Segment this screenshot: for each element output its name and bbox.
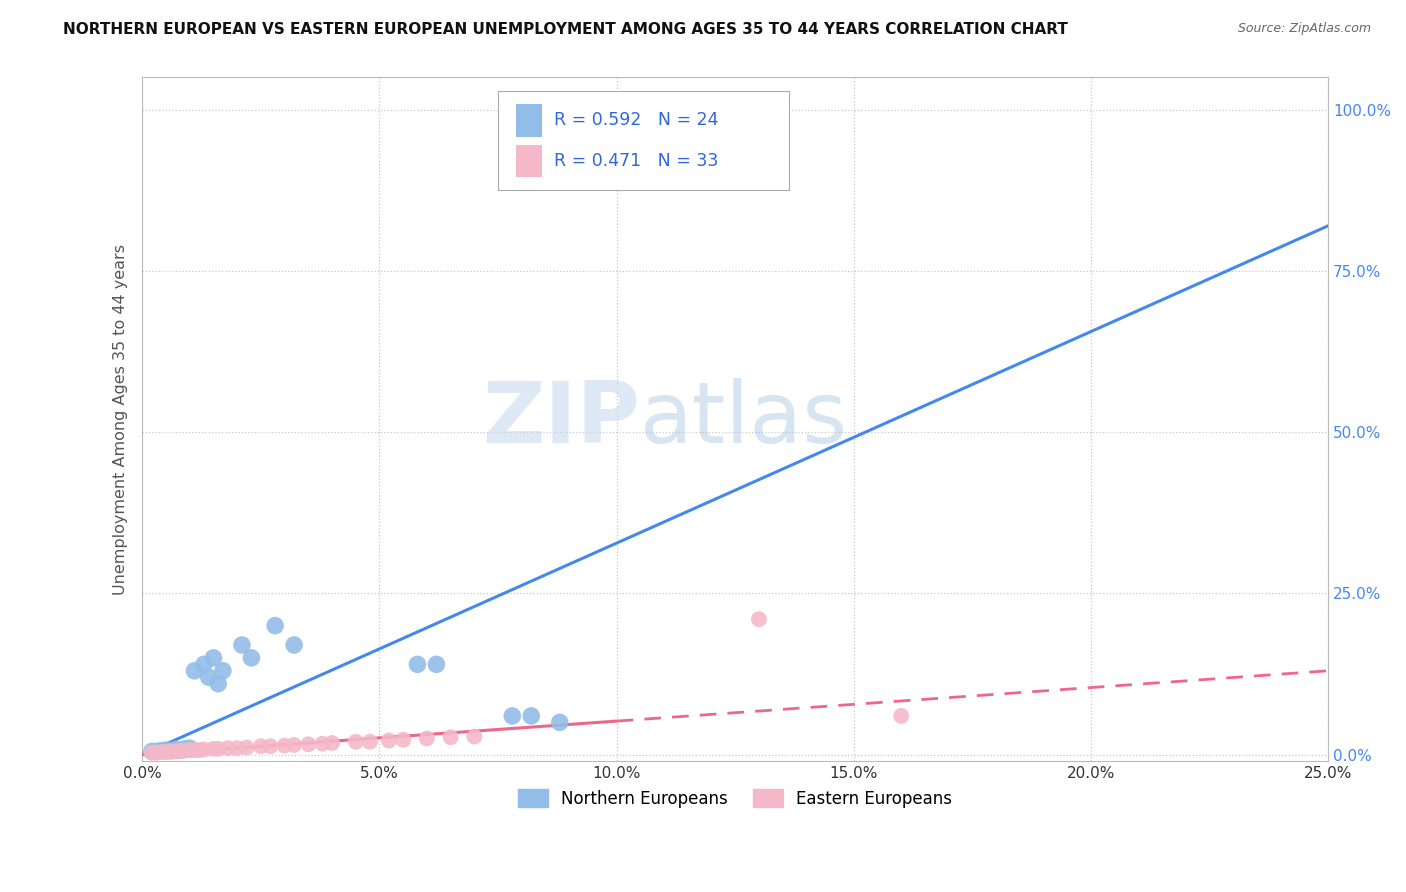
Point — [378, 733, 401, 747]
Point — [240, 651, 263, 665]
Point — [165, 742, 187, 756]
Point — [207, 676, 229, 690]
Point — [159, 744, 181, 758]
Point — [548, 715, 571, 730]
Point — [217, 741, 239, 756]
Point — [169, 744, 191, 758]
Point — [344, 735, 367, 749]
Point — [174, 741, 197, 756]
Point — [273, 739, 295, 753]
Y-axis label: Unemployment Among Ages 35 to 44 years: Unemployment Among Ages 35 to 44 years — [114, 244, 128, 595]
Text: R = 0.471   N = 33: R = 0.471 N = 33 — [554, 152, 718, 170]
Text: R = 0.592   N = 24: R = 0.592 N = 24 — [554, 112, 718, 129]
Legend: Northern Europeans, Eastern Europeans: Northern Europeans, Eastern Europeans — [512, 783, 959, 814]
Point — [890, 709, 912, 723]
Point — [169, 743, 191, 757]
Point — [416, 731, 439, 746]
FancyBboxPatch shape — [516, 145, 541, 178]
Point — [250, 739, 273, 754]
Point — [212, 664, 235, 678]
Point — [231, 638, 253, 652]
Point — [179, 741, 201, 756]
Point — [141, 744, 163, 758]
Point — [159, 744, 181, 758]
Point — [207, 741, 229, 756]
Point — [440, 730, 463, 744]
Point — [226, 741, 249, 756]
Point — [155, 745, 177, 759]
Point — [359, 735, 381, 749]
Point — [283, 638, 305, 652]
Point — [520, 709, 543, 723]
Point — [150, 745, 173, 759]
Point — [145, 744, 167, 758]
Point — [183, 664, 205, 678]
Point — [188, 743, 211, 757]
Point — [406, 657, 429, 672]
Point — [297, 737, 319, 751]
Point — [392, 732, 415, 747]
Point — [235, 740, 257, 755]
Point — [321, 736, 343, 750]
Point — [463, 730, 485, 744]
Point — [501, 709, 523, 723]
Text: atlas: atlas — [640, 377, 848, 461]
Point — [202, 651, 225, 665]
Point — [193, 742, 215, 756]
Point — [165, 744, 187, 758]
Point — [197, 670, 219, 684]
Point — [155, 743, 177, 757]
Point — [425, 657, 447, 672]
Point — [283, 738, 305, 752]
Point — [183, 743, 205, 757]
FancyBboxPatch shape — [498, 91, 789, 190]
Point — [311, 737, 333, 751]
Point — [174, 744, 197, 758]
Text: Source: ZipAtlas.com: Source: ZipAtlas.com — [1237, 22, 1371, 36]
Text: ZIP: ZIP — [482, 377, 640, 461]
Point — [141, 746, 163, 760]
Text: NORTHERN EUROPEAN VS EASTERN EUROPEAN UNEMPLOYMENT AMONG AGES 35 TO 44 YEARS COR: NORTHERN EUROPEAN VS EASTERN EUROPEAN UN… — [63, 22, 1069, 37]
Point — [145, 746, 167, 760]
FancyBboxPatch shape — [516, 104, 541, 136]
Point — [259, 739, 281, 754]
Point — [150, 744, 173, 758]
Point — [264, 618, 287, 632]
Point — [179, 743, 201, 757]
Point — [193, 657, 215, 672]
Point — [202, 741, 225, 756]
Point — [748, 612, 770, 626]
